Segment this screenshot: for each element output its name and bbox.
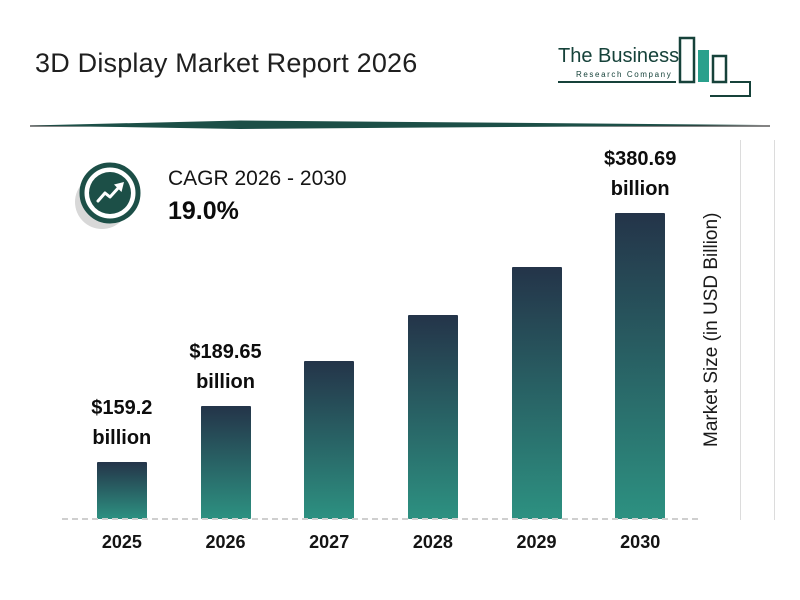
y-axis-label: Market Size (in USD Billion): [701, 212, 722, 448]
bar-value-label: $380.69 billion: [604, 148, 677, 200]
company-logo: The Business Research Company: [558, 36, 751, 97]
x-axis-label: 2026: [205, 532, 246, 552]
bar: [200, 406, 251, 519]
x-axis-label: 2028: [412, 532, 453, 552]
x-axis-labels: 2025 2026 2027 2028 2029 2030: [70, 532, 692, 553]
bar-value-label: $189.65 billion: [189, 341, 262, 393]
x-axis-label: 2029: [516, 532, 557, 552]
trend-arrow-icon: [75, 162, 141, 229]
logo-text-line1: The Business: [558, 45, 679, 67]
x-axis-label: 2030: [620, 532, 661, 552]
cagr-value: 19.0%: [168, 196, 239, 225]
bar-group: [485, 140, 589, 519]
logo-text-line2: Research Company: [576, 70, 672, 79]
divider-accent-shape: [30, 120, 766, 129]
bars-container: $159.2 billion $189.65 billion $380.69 billio…: [70, 140, 692, 519]
x-axis-line: [62, 518, 698, 520]
bar-group: $189.65 billion: [174, 140, 278, 519]
bar: [304, 361, 355, 519]
x-axis-label: 2025: [101, 532, 142, 552]
cagr-block: CAGR 2026 - 2030 19.0%: [70, 158, 347, 234]
cagr-label: CAGR 2026 - 2030: [168, 166, 347, 190]
bar-value-label: $159.2 billion: [91, 397, 153, 449]
x-axis-label: 2027: [309, 532, 350, 552]
divider-line: [30, 120, 770, 129]
right-gridline-1: [740, 140, 741, 520]
bar-group: $380.69 billion: [588, 140, 692, 519]
page-title: 3D Display Market Report 2026: [35, 48, 418, 78]
logo-bars-icon: [558, 36, 751, 97]
bar-group: [277, 140, 381, 519]
bar: [511, 267, 562, 519]
bar: [407, 315, 458, 519]
bar: [96, 462, 147, 519]
bar: [615, 213, 666, 519]
bar-group: $159.2 billion: [70, 140, 174, 519]
bar-group: [381, 140, 485, 519]
right-gridline-2: [774, 140, 775, 520]
